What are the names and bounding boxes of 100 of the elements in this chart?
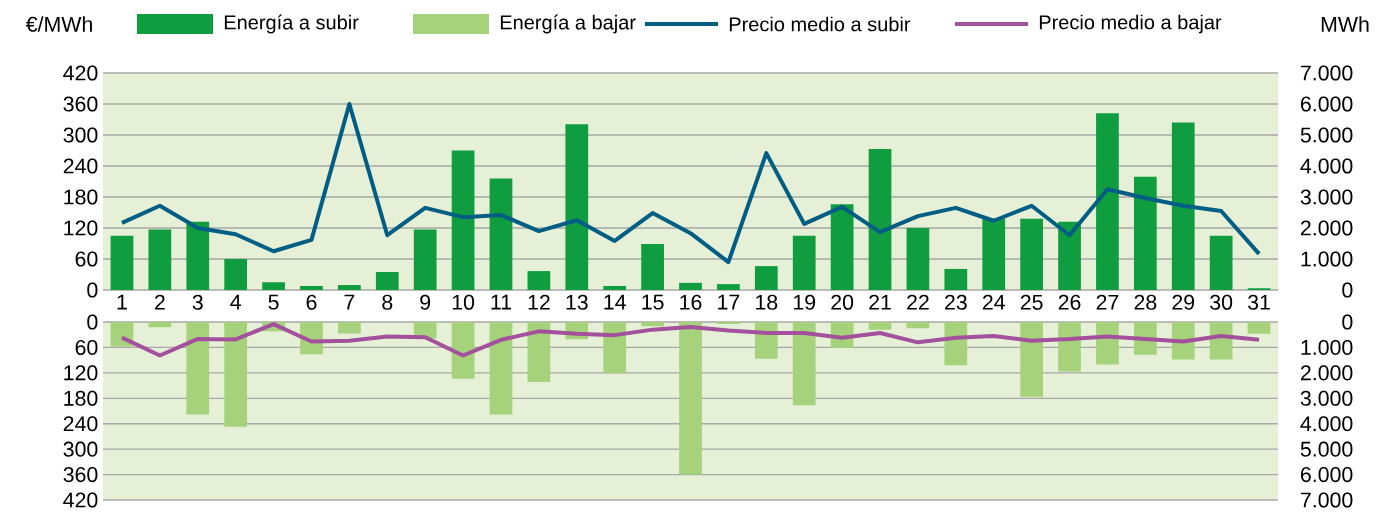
bar — [1247, 322, 1271, 334]
bar — [110, 235, 134, 290]
y2-tick-label: 6.000 — [1300, 467, 1353, 483]
y2-axis-title: MWh — [1321, 16, 1369, 32]
bar — [679, 282, 702, 290]
y2-tick-label: 0 — [1342, 314, 1353, 330]
x-tick-label: 15 — [642, 294, 664, 310]
x-tick-label: 11 — [491, 294, 512, 310]
x-tick-label: 2 — [155, 294, 165, 310]
bar — [1020, 322, 1043, 397]
bar — [148, 322, 172, 328]
y-tick-label: 420 — [63, 65, 98, 81]
bar — [224, 259, 248, 290]
bar — [944, 322, 968, 366]
y-tick-label: 60 — [75, 251, 98, 267]
y2-tick-label: 4.000 — [1300, 416, 1353, 432]
bar — [754, 266, 778, 290]
line-series — [119, 102, 1262, 265]
bar — [679, 322, 702, 475]
y2-tick-label: 5.000 — [1300, 441, 1353, 457]
y2-tick-label: 1.000 — [1301, 251, 1353, 267]
legend-label: Precio medio a bajar — [1039, 14, 1222, 34]
x-tick-label: 21 — [869, 294, 891, 310]
bar — [1171, 122, 1195, 290]
y-tick-label: 240 — [63, 416, 98, 432]
x-tick-label: 18 — [756, 294, 778, 310]
y-tick-label: 180 — [64, 189, 98, 205]
y-tick-label: 60 — [75, 339, 98, 355]
bar — [944, 268, 968, 290]
x-tick-label: 23 — [945, 294, 967, 310]
bar — [489, 322, 513, 415]
y-tick-label: 0 — [87, 282, 98, 298]
bar — [489, 178, 513, 290]
y2-tick-label: 5.000 — [1300, 127, 1353, 143]
x-tick-label: 12 — [528, 294, 550, 310]
bar — [1096, 322, 1119, 365]
bar — [641, 322, 664, 327]
y2-tick-label: 4.000 — [1300, 158, 1353, 174]
bar — [262, 282, 285, 290]
bar — [338, 285, 361, 290]
x-tick-label: 1 — [117, 294, 127, 310]
y2-tick-label: 7.000 — [1300, 65, 1353, 81]
bar — [868, 322, 892, 330]
bar — [527, 322, 551, 383]
x-tick-label: 19 — [793, 294, 816, 310]
y-axis-title: €/MWh — [25, 16, 92, 32]
y-tick-label: 360 — [63, 96, 98, 112]
bar — [224, 322, 248, 427]
y-tick-label: 0 — [87, 314, 98, 330]
x-tick-label: 5 — [268, 294, 279, 310]
bar — [413, 229, 437, 290]
bar — [1096, 113, 1119, 290]
x-tick-label: 16 — [680, 294, 702, 310]
y2-tick-label: 1.000 — [1301, 339, 1353, 355]
x-tick-label: 27 — [1096, 294, 1119, 310]
x-tick-label: 17 — [718, 294, 740, 310]
y-tick-label: 300 — [63, 127, 98, 143]
bar — [1133, 176, 1157, 290]
bar — [148, 229, 172, 290]
bar — [1058, 221, 1081, 290]
bar — [717, 284, 740, 290]
bar — [641, 244, 664, 290]
x-tick-label: 25 — [1020, 294, 1043, 310]
x-tick-label: 7 — [344, 294, 355, 310]
x-tick-label: 20 — [831, 294, 854, 310]
bar — [451, 150, 475, 290]
bar — [527, 271, 551, 290]
x-tick-label: 13 — [566, 294, 588, 310]
y-tick-label: 240 — [63, 158, 98, 174]
x-tick-label: 26 — [1058, 294, 1081, 310]
legend-label: Energía a subir — [224, 14, 359, 34]
line-series — [119, 322, 1262, 358]
bar — [186, 322, 210, 415]
bar — [906, 228, 930, 290]
y-tick-label: 180 — [64, 390, 98, 406]
bar — [603, 285, 627, 290]
legend-label: Precio medio a subir — [729, 16, 911, 32]
y2-tick-label: 3.000 — [1300, 390, 1353, 406]
y2-tick-label: 3.000 — [1300, 189, 1353, 205]
bar — [1020, 218, 1043, 290]
y2-tick-label: 2.000 — [1300, 220, 1353, 236]
x-tick-label: 22 — [907, 294, 929, 310]
y-tick-label: 120 — [64, 220, 98, 236]
x-tick-label: 10 — [452, 294, 475, 310]
bar — [868, 148, 892, 290]
y2-tick-label: 0 — [1342, 282, 1353, 298]
x-tick-label: 28 — [1134, 294, 1157, 310]
x-tick-label: 30 — [1210, 294, 1233, 310]
bar — [906, 322, 930, 329]
bar — [603, 322, 627, 374]
y2-tick-label: 2.000 — [1300, 365, 1353, 381]
bar — [830, 204, 854, 290]
y2-tick-label: 7.000 — [1300, 492, 1353, 508]
y-tick-label: 360 — [63, 467, 98, 483]
legend-label: Energía a bajar — [500, 14, 636, 34]
bar — [1209, 235, 1233, 290]
bar — [1058, 322, 1081, 372]
y-tick-label: 120 — [64, 365, 98, 381]
y2-tick-label: 6.000 — [1300, 96, 1353, 112]
bar — [717, 322, 740, 325]
